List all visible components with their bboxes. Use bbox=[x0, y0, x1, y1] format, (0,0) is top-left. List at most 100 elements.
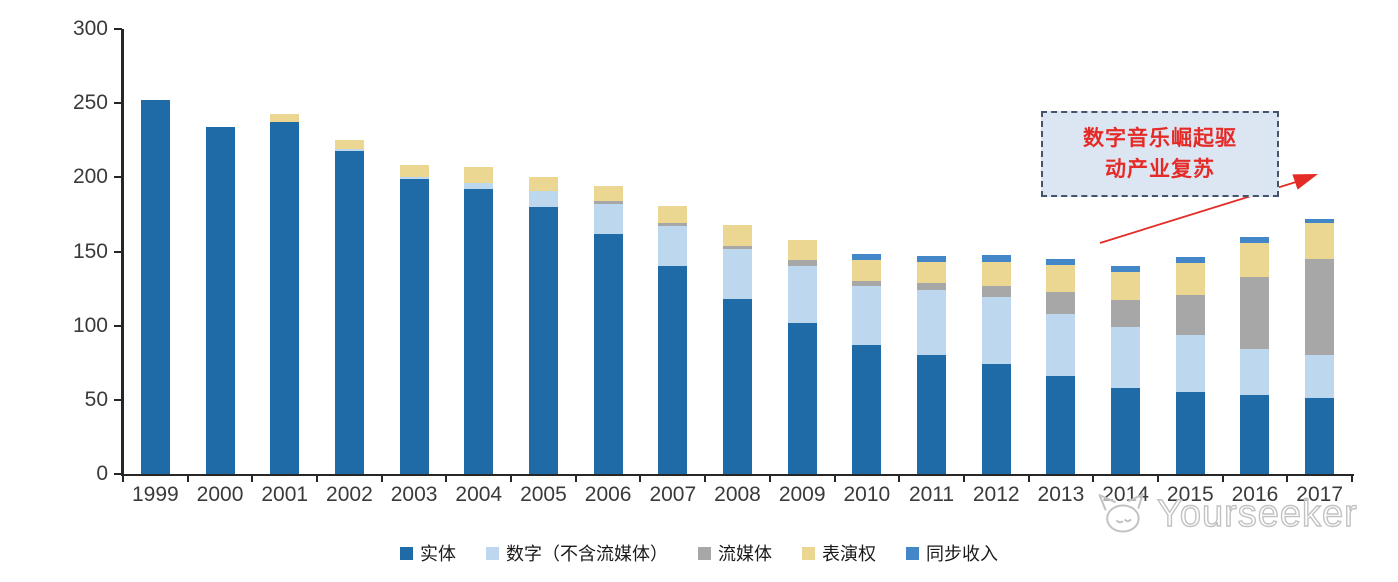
bar-segment bbox=[334, 150, 364, 474]
legend-swatch-icon bbox=[802, 546, 815, 560]
x-axis-label: 2011 bbox=[908, 483, 955, 506]
bar-segment bbox=[852, 260, 882, 282]
bar-segment bbox=[852, 344, 882, 474]
bar-segment bbox=[723, 298, 752, 474]
bar-segment bbox=[593, 186, 623, 202]
x-axis-tick bbox=[380, 476, 383, 482]
x-axis-label: 2007 bbox=[649, 483, 697, 506]
bar-segment bbox=[1175, 257, 1205, 264]
x-axis-label: 2009 bbox=[778, 483, 826, 506]
y-axis-tick bbox=[114, 102, 122, 105]
bar-segment bbox=[852, 254, 882, 261]
bar-segment bbox=[140, 100, 170, 474]
x-axis-tick bbox=[1286, 476, 1289, 482]
x-axis-tick bbox=[1092, 476, 1095, 482]
legend-swatch-icon bbox=[400, 546, 413, 560]
x-axis-label: 2000 bbox=[196, 483, 244, 506]
bar-segment bbox=[399, 177, 429, 179]
bar-segment bbox=[1305, 223, 1335, 259]
bar-segment bbox=[334, 149, 364, 151]
bar-segment bbox=[917, 355, 947, 474]
x-axis-label: 2017 bbox=[1296, 483, 1344, 506]
x-axis-label: 2004 bbox=[455, 483, 503, 506]
x-axis-label: 2006 bbox=[584, 483, 632, 506]
legend-label: 实体 bbox=[420, 544, 456, 564]
bar-segment bbox=[981, 297, 1011, 365]
bar-segment bbox=[981, 261, 1011, 286]
y-axis-label: 0 bbox=[96, 462, 108, 485]
bar-segment bbox=[787, 266, 817, 323]
x-axis-label: 2010 bbox=[843, 483, 891, 506]
x-axis-label: 2005 bbox=[520, 483, 567, 506]
bar-segment bbox=[464, 183, 494, 190]
x-axis-label: 2016 bbox=[1231, 483, 1279, 506]
bar-segment bbox=[205, 126, 235, 474]
legend-item: 表演权 bbox=[802, 540, 876, 566]
bar-segment bbox=[1111, 272, 1141, 301]
bar-segment bbox=[1175, 334, 1205, 393]
bar-segment bbox=[1240, 236, 1270, 243]
bar-segment bbox=[528, 190, 558, 207]
bar-segment bbox=[1175, 263, 1205, 295]
bar-segment bbox=[1111, 300, 1141, 328]
y-axis-label: 200 bbox=[72, 165, 108, 189]
y-axis-line bbox=[121, 29, 124, 476]
x-axis-tick bbox=[1027, 476, 1030, 482]
bar-segment bbox=[1175, 294, 1205, 335]
bar-segment bbox=[658, 226, 688, 267]
annotation-text-line2: 动产业复苏 bbox=[1105, 158, 1215, 181]
bar-segment bbox=[852, 285, 882, 345]
bar-segment bbox=[981, 285, 1011, 298]
bar-segment bbox=[1240, 395, 1270, 474]
annotation-callout: 数字音乐崛起驱 动产业复苏 bbox=[1041, 111, 1279, 197]
bar-segment bbox=[1240, 349, 1270, 396]
bar-segment bbox=[1305, 258, 1335, 356]
x-axis-tick bbox=[445, 476, 448, 482]
bar-segment bbox=[658, 266, 688, 474]
bar-segment bbox=[1046, 264, 1076, 292]
legend-item: 实体 bbox=[400, 540, 456, 566]
legend-swatch-icon bbox=[486, 546, 499, 560]
legend-item: 流媒体 bbox=[698, 540, 772, 566]
bar-segment bbox=[917, 255, 947, 262]
legend-label: 数字（不含流媒体） bbox=[506, 544, 668, 564]
legend-swatch-icon bbox=[906, 546, 919, 560]
bar-segment bbox=[593, 233, 623, 474]
bar-segment bbox=[1046, 313, 1076, 377]
x-axis-label: 2002 bbox=[326, 483, 373, 506]
watermark-text: Yourseeker bbox=[1156, 492, 1358, 535]
bar-segment bbox=[723, 245, 752, 249]
bar-segment bbox=[399, 165, 429, 178]
legend-item: 同步收入 bbox=[906, 540, 998, 566]
bar-segment bbox=[1111, 266, 1141, 273]
y-axis-label: 100 bbox=[72, 313, 108, 337]
y-axis-tick bbox=[114, 250, 122, 253]
bar-segment bbox=[1240, 242, 1270, 277]
y-axis-tick bbox=[114, 28, 122, 30]
legend-swatch-icon bbox=[698, 546, 711, 560]
bar-segment bbox=[787, 322, 817, 474]
x-axis-tick bbox=[1156, 476, 1159, 482]
y-axis-tick bbox=[114, 176, 122, 179]
y-axis-tick bbox=[114, 324, 122, 327]
cat-logo-icon bbox=[1098, 493, 1144, 533]
bar-segment bbox=[723, 224, 752, 246]
x-axis-tick bbox=[574, 476, 577, 482]
x-axis-tick bbox=[122, 476, 124, 482]
y-axis-label: 150 bbox=[72, 239, 108, 263]
watermark: Yourseeker bbox=[1095, 490, 1358, 538]
bar-segment bbox=[917, 282, 947, 291]
annotation-text-line1: 数字音乐崛起驱 bbox=[1083, 126, 1237, 150]
bar-segment bbox=[981, 255, 1011, 262]
bar-segment bbox=[981, 364, 1011, 474]
bar-segment bbox=[1175, 392, 1205, 474]
bar-segment bbox=[334, 140, 364, 150]
bar-segment bbox=[787, 260, 817, 267]
x-axis-label: 1999 bbox=[131, 483, 179, 506]
x-axis-label: 2012 bbox=[972, 483, 1020, 506]
bar-segment bbox=[1305, 398, 1335, 474]
bar-segment bbox=[1046, 258, 1076, 265]
chart-legend: 实体 数字（不含流媒体） 流媒体 表演权 同步收入 bbox=[0, 540, 1398, 566]
bar-segment bbox=[270, 113, 300, 123]
